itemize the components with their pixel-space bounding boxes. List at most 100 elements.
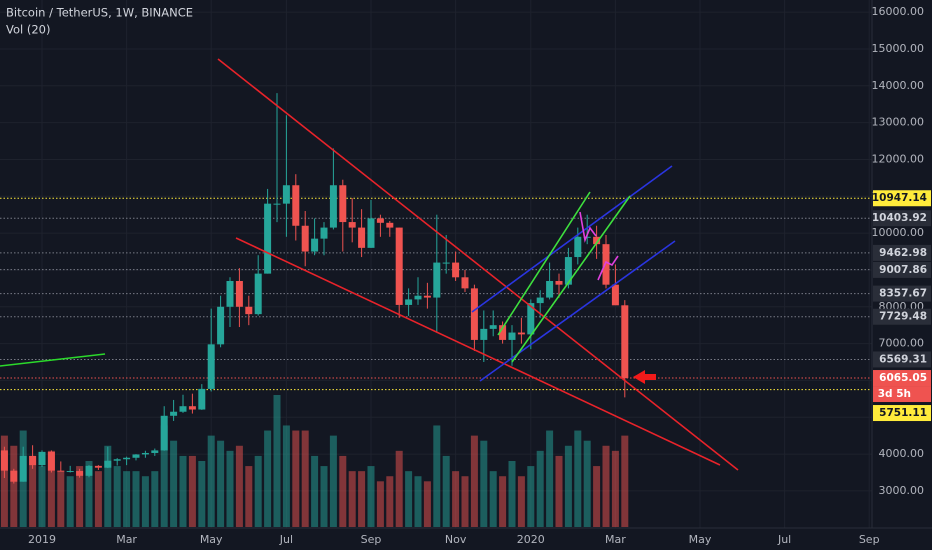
candle-body [104,460,112,468]
candle-body [254,273,262,315]
volume-bar [480,440,488,527]
candle-body [376,218,384,223]
zigzag [597,255,619,281]
price-label-box [873,261,931,278]
volume-bar [226,450,234,527]
candle-body [132,454,140,458]
arrow [633,370,656,384]
candle-body [517,332,525,335]
candle-body [602,244,610,285]
volume-bar [76,466,84,527]
countdown: 3d 5h [878,388,911,400]
volume-bar [10,445,18,527]
candle-body [188,406,196,410]
volume-bar [123,471,131,527]
candle-body [0,450,8,471]
candle-body [574,236,582,258]
candle-body [480,328,488,340]
volume-bar [433,425,441,527]
candle-body [85,465,93,476]
volume-bar [0,435,8,527]
y-tick-label: 3000.00 [879,484,925,497]
y-tick-label: 16000.00 [872,5,925,18]
trend-line [235,237,721,466]
price-label: 6065.05 [879,372,927,384]
price-label: 5751.11 [879,407,927,419]
price-label-box [873,351,931,368]
candle-body [179,406,187,412]
candle-body [226,280,234,307]
volume-bar [611,450,619,527]
candle-body [489,325,497,329]
candle-body [19,455,27,482]
volume-bar [489,471,497,527]
volume-bar [583,440,591,527]
chart-title: Bitcoin / TetherUS, 1W, BINANCE [6,6,193,20]
countdown-box [873,386,931,403]
candle-body [508,332,516,340]
volume-bar [358,471,366,527]
volume-bar [141,476,149,527]
volume-bar [517,476,525,527]
volume-bar [57,471,65,527]
candle-body [621,305,629,379]
x-tick-label: Mar [605,533,626,546]
trend-line [479,240,676,382]
candle-body [414,295,422,300]
x-tick-label: Mar [116,533,137,546]
trend-line [511,195,631,363]
volume-bar [461,476,469,527]
volume-bar [245,466,253,527]
candle-body [386,222,394,228]
volume-bar [179,455,187,527]
x-tick-label: May [200,533,223,546]
axis-labels: 3000.004000.005000.006000.007000.008000.… [28,5,931,546]
volume-bar [132,471,140,527]
volume-bar [593,466,601,527]
volume-bar [113,466,121,527]
y-tick-label: 15000.00 [872,42,925,55]
volume-bar [198,461,206,527]
volume-bar [339,455,347,527]
x-tick-label: May [689,533,712,546]
candle-body [207,344,215,389]
candle-body [160,415,168,451]
candle-body [593,236,601,245]
price-label: 9462.98 [879,247,927,259]
candle-body [311,238,319,252]
candle-body [555,280,563,285]
candle-body [461,277,469,289]
candle-body [94,465,102,468]
trend-line [497,191,591,336]
volume-bar [254,455,262,527]
volume-bar [348,471,356,527]
volume-bar [367,466,375,527]
candle-body [57,470,65,472]
volume-bar [546,430,554,527]
volume-bar [104,445,112,527]
trend-line [471,165,673,313]
candle-body [470,288,478,340]
volume-bar [320,466,328,527]
volume-bar [423,481,431,527]
volume-bar [66,476,74,527]
trend-line [217,58,739,471]
volume-bar [536,450,544,527]
volume-bar [555,455,563,527]
candle-body [38,451,46,466]
candle-body [151,450,159,453]
volume-bar [621,435,629,527]
candle-body [47,451,55,471]
price-label: 9007.86 [879,264,927,276]
volume-bar [235,445,243,527]
volume-bar [207,435,215,527]
indicator-label: Vol (20) [6,23,50,37]
volume-bar [452,471,460,527]
candle-body [348,222,356,228]
volume-bar [376,481,384,527]
zigzag [579,211,597,243]
candle-body [29,455,37,466]
price-label-box [873,370,931,387]
price-label-box [873,285,931,302]
volume-bar [329,435,337,527]
